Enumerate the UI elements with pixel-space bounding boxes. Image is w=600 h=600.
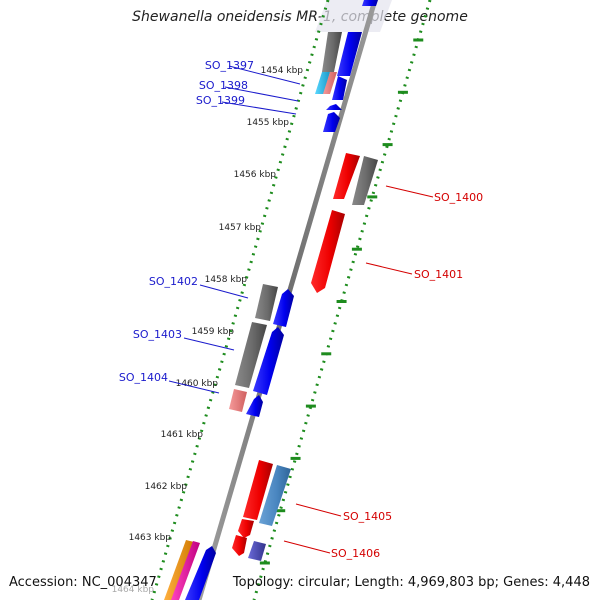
gene-label-leader	[283, 540, 331, 554]
gene-arrow	[315, 72, 330, 94]
gene-label-leader	[183, 337, 235, 351]
gene-arrow	[246, 395, 263, 417]
gene-label-so-1401[interactable]: SO_1401	[414, 268, 463, 281]
gene-arrow	[332, 76, 347, 100]
gene-arrow	[248, 541, 266, 561]
gene-arrow	[238, 519, 254, 538]
genome-summary: Topology: circular; Length: 4,969,803 bp…	[232, 575, 590, 590]
gene-labels: SO_1397SO_1398SO_1399SO_1400SO_1401SO_14…	[119, 59, 483, 560]
gene-label-leader	[221, 101, 297, 115]
gene-arrow	[352, 156, 378, 205]
gene-arrow	[362, 0, 378, 6]
accession-text: Accession: NC_004347	[9, 575, 157, 590]
gene-label-so-1402[interactable]: SO_1402	[149, 275, 198, 288]
inner-dotted-ring	[150, 0, 330, 600]
gene-label-leader	[365, 262, 413, 275]
gene-label-leader	[228, 65, 301, 85]
gene-arrow	[326, 104, 342, 110]
gene-arrow	[323, 112, 340, 132]
accession-label: Accession:	[9, 575, 78, 590]
gene-arrow	[322, 32, 342, 72]
gene-arrow	[232, 535, 247, 556]
gene-arrow	[333, 153, 360, 199]
gene-arrow	[243, 460, 273, 520]
gene-arrow	[323, 72, 337, 94]
gene-arrow	[171, 541, 200, 600]
tick-label: 1461 kbp	[161, 430, 204, 440]
tick-label: 1458 kbp	[205, 275, 248, 285]
gene-arrow	[311, 210, 345, 293]
accession-value: NC_004347	[81, 575, 157, 590]
gene-label-so-1400[interactable]: SO_1400	[434, 191, 483, 204]
gene-label-leader	[168, 380, 220, 394]
tick-label: 1460 kbp	[176, 379, 219, 389]
gene-label-so-1405[interactable]: SO_1405	[343, 510, 392, 523]
gene-label-so-1406[interactable]: SO_1406	[331, 547, 380, 560]
tick-label: 1464 kbp	[112, 585, 155, 595]
gene-label-leader	[224, 86, 299, 102]
gene-label-so-1399[interactable]: SO_1399	[196, 94, 245, 107]
gene-label-so-1403[interactable]: SO_1403	[133, 328, 182, 341]
gene-label-leader	[385, 185, 434, 198]
gene-arrow	[235, 322, 267, 388]
gene-arrow	[255, 284, 278, 321]
tick-label: 1456 kbp	[234, 170, 277, 180]
tick-labels: 1454 kbp 1455 kbp 1456 kbp 1457 kbp 1458 kbp…	[112, 66, 304, 595]
gene-label-so-1404[interactable]: SO_1404	[119, 371, 168, 384]
gene-arrow	[164, 540, 194, 600]
gene-arrow	[259, 465, 291, 526]
tick-label: 1457 kbp	[219, 223, 262, 233]
gene-label-leader	[199, 284, 249, 299]
tick-label: 1462 kbp	[145, 482, 188, 492]
gene-label-leader	[295, 503, 342, 517]
gene-label-leaders	[168, 65, 434, 554]
tick-label: 1463 kbp	[129, 533, 172, 543]
tick-label: 1454 kbp	[261, 66, 304, 76]
gene-arrow	[337, 32, 362, 76]
tick-label: 1459 kbp	[192, 327, 235, 337]
gene-arrow	[273, 289, 294, 327]
gene-arrow	[229, 389, 247, 412]
faded-top-region	[315, 0, 392, 32]
gene-arrow	[253, 327, 284, 395]
gene-arrow	[185, 546, 216, 600]
tick-label: 1455 kbp	[247, 118, 290, 128]
